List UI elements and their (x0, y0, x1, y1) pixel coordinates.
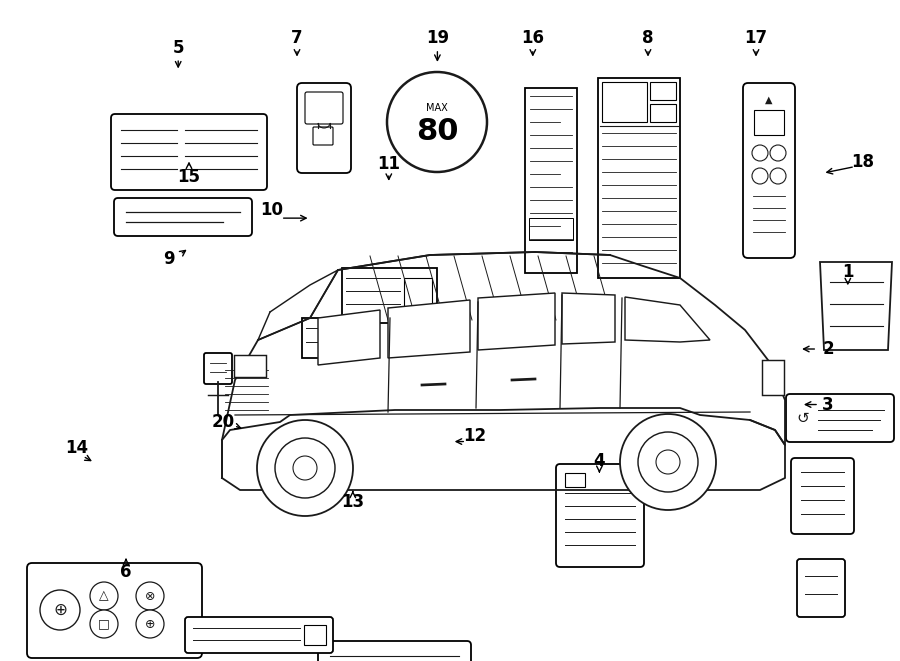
Circle shape (752, 168, 768, 184)
Text: 8: 8 (643, 29, 653, 48)
FancyBboxPatch shape (743, 83, 795, 258)
FancyBboxPatch shape (185, 617, 333, 653)
Bar (529, 218, 573, 240)
Bar (302, 318, 357, 358)
Circle shape (752, 145, 768, 161)
Circle shape (90, 610, 118, 638)
FancyBboxPatch shape (297, 83, 351, 173)
Text: 3: 3 (823, 395, 833, 414)
Text: 14: 14 (65, 439, 88, 457)
FancyBboxPatch shape (791, 458, 854, 534)
Circle shape (387, 72, 487, 172)
Bar (602, 82, 647, 122)
Text: □: □ (98, 617, 110, 631)
FancyBboxPatch shape (797, 559, 845, 617)
Text: 11: 11 (377, 155, 400, 173)
Bar (342, 268, 437, 323)
Bar (598, 78, 680, 278)
FancyBboxPatch shape (313, 127, 333, 145)
Text: 80: 80 (416, 118, 458, 147)
Circle shape (620, 414, 716, 510)
Text: ↺: ↺ (796, 410, 809, 426)
Polygon shape (478, 293, 555, 350)
Text: MAX: MAX (426, 103, 448, 113)
Bar (525, 88, 577, 273)
Bar (565, 473, 585, 487)
Bar (304, 625, 326, 645)
Circle shape (257, 420, 353, 516)
Circle shape (638, 432, 698, 492)
Text: 5: 5 (173, 38, 184, 57)
Bar (754, 110, 784, 135)
Circle shape (275, 438, 335, 498)
Text: 13: 13 (341, 493, 365, 512)
Circle shape (770, 168, 786, 184)
Circle shape (293, 456, 317, 480)
Text: 12: 12 (464, 427, 487, 446)
Text: 20: 20 (212, 412, 235, 431)
Text: ⊕: ⊕ (145, 617, 155, 631)
FancyBboxPatch shape (204, 353, 232, 384)
Polygon shape (388, 300, 470, 358)
Text: 7: 7 (292, 29, 302, 48)
Circle shape (136, 582, 164, 610)
FancyBboxPatch shape (27, 563, 202, 658)
Text: 18: 18 (850, 153, 874, 171)
Text: 2: 2 (823, 340, 833, 358)
Text: 15: 15 (177, 168, 201, 186)
Bar (234, 355, 266, 377)
Polygon shape (820, 262, 892, 350)
Bar (404, 278, 432, 310)
Circle shape (136, 610, 164, 638)
Text: △: △ (99, 590, 109, 602)
FancyBboxPatch shape (305, 92, 343, 124)
Circle shape (656, 450, 680, 474)
Text: 6: 6 (121, 563, 131, 581)
Text: 17: 17 (744, 29, 768, 48)
Bar (762, 360, 784, 395)
Polygon shape (625, 297, 710, 342)
Polygon shape (562, 293, 615, 344)
Circle shape (770, 145, 786, 161)
Text: 9: 9 (164, 250, 175, 268)
Text: ⊕: ⊕ (53, 601, 67, 619)
Bar (650, 104, 676, 122)
Circle shape (90, 582, 118, 610)
Text: 16: 16 (521, 29, 544, 48)
Polygon shape (318, 310, 380, 365)
Text: 19: 19 (426, 29, 449, 48)
Text: 1: 1 (842, 263, 853, 282)
Text: 4: 4 (594, 452, 605, 471)
FancyBboxPatch shape (111, 114, 267, 190)
Text: ⊗: ⊗ (145, 590, 155, 602)
Circle shape (40, 590, 80, 630)
Text: ▲: ▲ (765, 95, 773, 105)
FancyBboxPatch shape (556, 464, 644, 567)
Bar (650, 82, 676, 100)
FancyBboxPatch shape (786, 394, 894, 442)
FancyBboxPatch shape (114, 198, 252, 236)
Text: 10: 10 (260, 201, 284, 219)
FancyBboxPatch shape (318, 641, 471, 661)
